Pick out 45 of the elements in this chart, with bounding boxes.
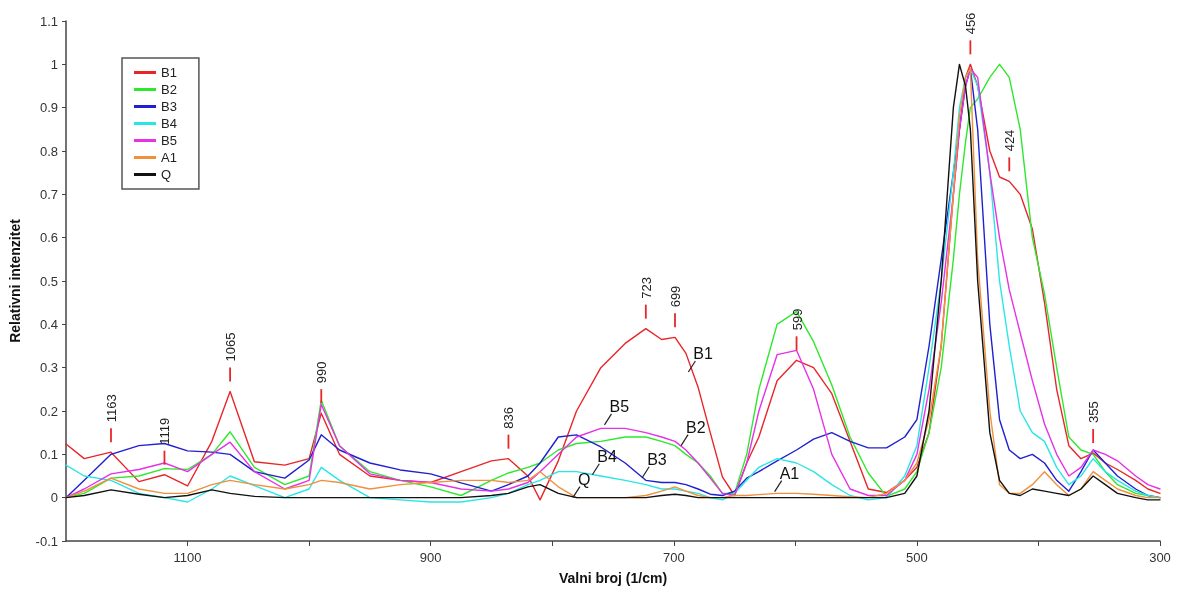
y-tick-label: 1 — [50, 56, 58, 72]
legend-label: Q — [161, 167, 172, 182]
annotation: 836 — [501, 406, 517, 429]
y-tick-label: 0.8 — [39, 143, 58, 159]
y-tick-label: 0.5 — [39, 273, 58, 289]
x-tick-label: 700 — [662, 550, 685, 565]
y-tick-label: -0.1 — [35, 533, 58, 549]
annotation: B1 — [693, 345, 714, 362]
legend-label: B4 — [161, 116, 177, 131]
annotation: 599 — [789, 308, 805, 331]
annotation: B3 — [647, 450, 667, 468]
y-tick-label: 0.3 — [39, 360, 58, 376]
x-tick-label: 1100 — [173, 550, 202, 565]
y-tick-label: 0 — [50, 490, 58, 506]
x-axis-title: Valni broj (1/cm) — [558, 570, 668, 586]
legend-label: A1 — [161, 150, 177, 165]
annotation: Q — [577, 470, 591, 488]
annotation: 699 — [667, 285, 683, 308]
annotation: 424 — [1002, 129, 1018, 152]
y-tick-label: 0.2 — [39, 403, 58, 419]
y-tick-label: 0.9 — [39, 100, 58, 116]
x-tick-label: 500 — [906, 550, 928, 565]
annotation: 1119 — [157, 417, 173, 445]
annotation: 990 — [314, 361, 330, 384]
annotation: B5 — [609, 397, 630, 415]
annotation: 456 — [963, 12, 979, 35]
x-tick-label: 900 — [419, 550, 442, 565]
annotation: 355 — [1086, 401, 1102, 424]
legend-label: B3 — [161, 99, 177, 114]
annotation: A1 — [779, 464, 800, 482]
annotation: 723 — [638, 276, 654, 299]
y-tick-label: 0.6 — [39, 230, 58, 246]
x-tick-label: 300 — [1149, 550, 1171, 565]
y-tick-label: 0.7 — [39, 186, 58, 202]
legend-label: B2 — [161, 82, 177, 97]
y-tick-label: 0.4 — [39, 316, 58, 332]
y-tick-label: 1.1 — [39, 13, 58, 29]
annotation: 1065 — [223, 332, 239, 362]
legend-label: B5 — [161, 133, 177, 148]
annotation: 1163 — [103, 394, 119, 423]
legend-label: B1 — [161, 65, 177, 80]
y-tick-label: 0.1 — [39, 446, 58, 462]
y-axis-title: Relativni intenzitet — [7, 218, 23, 343]
annotation: B4 — [597, 447, 618, 465]
annotation: B2 — [686, 418, 706, 436]
